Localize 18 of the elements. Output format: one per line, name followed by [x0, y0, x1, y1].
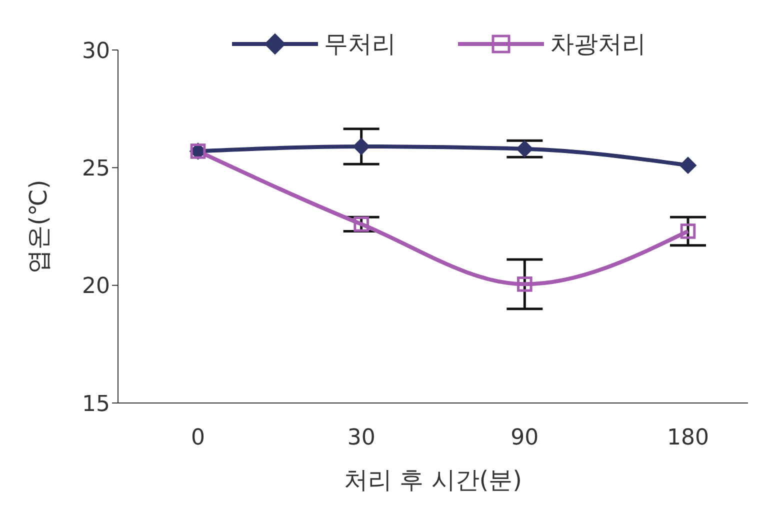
x-tick-label: 90 [510, 426, 539, 451]
x-tick-label: 0 [191, 426, 205, 451]
y-tick-label: 30 [82, 38, 110, 64]
legend-label: 차광처리 [550, 29, 646, 60]
y-axis-title: 엽온(℃) [24, 180, 53, 274]
legend-label: 무처리 [324, 29, 396, 60]
y-tick-label: 20 [82, 274, 110, 300]
y-tick-label: 25 [82, 156, 110, 182]
point [680, 156, 696, 174]
x-axis-title: 처리 후 시간(분) [344, 466, 522, 494]
x-tick-label: 30 [347, 426, 376, 451]
x-tick-label: 180 [667, 426, 709, 451]
point [680, 224, 696, 239]
point [354, 216, 369, 232]
y-tick-label: 15 [82, 392, 110, 417]
point [517, 276, 532, 292]
point [516, 140, 534, 158]
point [352, 138, 370, 155]
